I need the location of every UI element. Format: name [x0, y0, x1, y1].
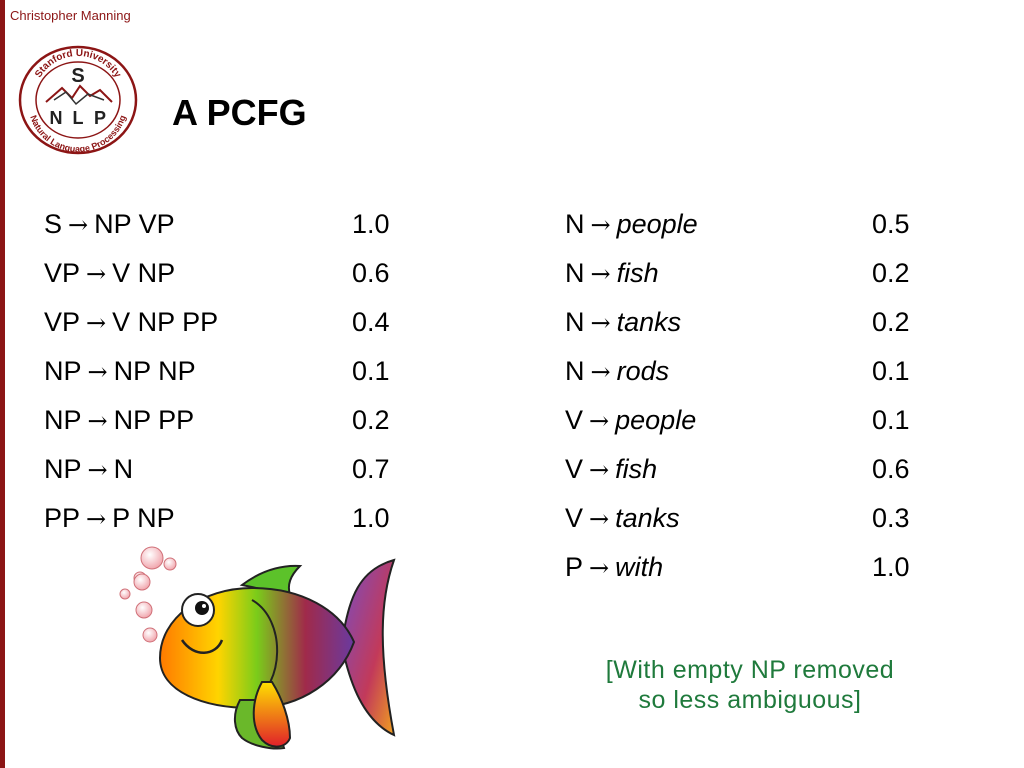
- rule-expansion: N → rods: [565, 351, 669, 392]
- logo-letter-l: L: [73, 108, 84, 128]
- right-arrow-icon: →: [87, 358, 108, 386]
- rule-probability: 0.6: [352, 258, 390, 288]
- right-arrow-icon: →: [68, 211, 89, 239]
- rule-rhs: with: [615, 552, 664, 582]
- rule-lhs: S: [44, 209, 63, 239]
- rule-lhs: NP: [44, 405, 82, 435]
- right-arrow-icon: →: [87, 456, 108, 484]
- right-arrow-icon: →: [86, 505, 107, 533]
- logo-letter-s: S: [71, 65, 84, 87]
- rule-lhs: VP: [44, 258, 81, 288]
- rule-expansion: V → tanks: [565, 498, 680, 539]
- rule-expansion: NP → NP NP: [44, 351, 196, 392]
- footnote: [With empty NP removed so less ambiguous…: [580, 655, 920, 715]
- rule-expansion: VP → V NP: [44, 253, 175, 294]
- rule-rhs: N: [113, 454, 134, 484]
- right-arrow-icon: →: [589, 505, 610, 533]
- right-arrow-icon: →: [590, 260, 611, 288]
- rule-lhs: P: [565, 552, 584, 582]
- right-arrow-icon: →: [86, 309, 107, 337]
- rule-expansion: N → tanks: [565, 302, 681, 343]
- rule-probability: 1.0: [352, 209, 390, 239]
- rule-lhs: V: [565, 503, 584, 533]
- rule-rhs: NP PP: [113, 405, 195, 435]
- rule-expansion: PP → P NP: [44, 498, 175, 539]
- rule-probability: 1.0: [872, 552, 910, 582]
- rule-lhs: NP: [44, 454, 82, 484]
- rule-lhs: N: [565, 307, 585, 337]
- rule-expansion: N → fish: [565, 253, 659, 294]
- right-arrow-icon: →: [590, 358, 611, 386]
- stanford-nlp-logo: Stanford University Natural Language Pro…: [18, 45, 138, 155]
- rule-probability: 0.2: [872, 307, 910, 337]
- rule-rhs: NP VP: [94, 209, 175, 239]
- rule-probability: 0.6: [872, 454, 910, 484]
- rule-probability: 0.2: [352, 405, 390, 435]
- rule-rhs: P NP: [112, 503, 175, 533]
- rule-probability: 0.5: [872, 209, 910, 239]
- rule-expansion: V → people: [565, 400, 696, 441]
- rule-rhs: tanks: [615, 503, 680, 533]
- rule-rhs: fish: [615, 454, 658, 484]
- rule-expansion: S → NP VP: [44, 204, 175, 245]
- rule-expansion: NP → NP PP: [44, 400, 194, 441]
- rule-probability: 0.1: [872, 405, 910, 435]
- left-accent-bar: [0, 0, 5, 768]
- rule-expansion: VP → V NP PP: [44, 302, 218, 343]
- right-arrow-icon: →: [87, 407, 108, 435]
- rule-probability: 0.1: [872, 356, 910, 386]
- rule-expansion: NP → N: [44, 449, 133, 490]
- right-arrow-icon: →: [86, 260, 107, 288]
- rule-probability: 1.0: [352, 503, 390, 533]
- rule-rhs: V NP: [112, 258, 176, 288]
- rule-rhs: fish: [616, 258, 659, 288]
- slide-title: A PCFG: [172, 92, 307, 133]
- rule-lhs: N: [565, 356, 585, 386]
- rule-probability: 0.3: [872, 503, 910, 533]
- right-arrow-icon: →: [590, 211, 611, 239]
- rule-rhs: rods: [616, 356, 670, 386]
- right-arrow-icon: →: [590, 309, 611, 337]
- rule-lhs: PP: [44, 503, 81, 533]
- rule-rhs: people: [616, 209, 698, 239]
- rule-expansion: V → fish: [565, 449, 657, 490]
- fish-icon: [119, 546, 396, 750]
- rule-lhs: VP: [44, 307, 81, 337]
- footnote-line-1: [With empty NP removed: [605, 656, 895, 684]
- rule-rhs: NP NP: [113, 356, 196, 386]
- rule-rhs: V NP PP: [112, 307, 219, 337]
- right-arrow-icon: →: [589, 456, 610, 484]
- rule-lhs: V: [565, 454, 584, 484]
- rule-probability: 0.4: [352, 307, 390, 337]
- rule-lhs: N: [565, 209, 585, 239]
- right-arrow-icon: →: [589, 407, 610, 435]
- rule-probability: 0.7: [352, 454, 390, 484]
- rule-rhs: people: [615, 405, 697, 435]
- rule-rhs: tanks: [616, 307, 682, 337]
- bubbles: [119, 546, 177, 643]
- rule-expansion: N → people: [565, 204, 698, 245]
- rule-probability: 0.2: [872, 258, 910, 288]
- rule-probability: 0.1: [352, 356, 390, 386]
- rule-expansion: P → with: [565, 547, 663, 588]
- rule-lhs: N: [565, 258, 585, 288]
- right-arrow-icon: →: [589, 554, 610, 582]
- rule-lhs: V: [565, 405, 584, 435]
- author-name: Christopher Manning: [10, 8, 131, 23]
- footnote-line-2: so less ambiguous]: [638, 686, 862, 714]
- logo-letter-p: P: [94, 108, 106, 128]
- logo-letter-n: N: [50, 108, 63, 128]
- rule-lhs: NP: [44, 356, 82, 386]
